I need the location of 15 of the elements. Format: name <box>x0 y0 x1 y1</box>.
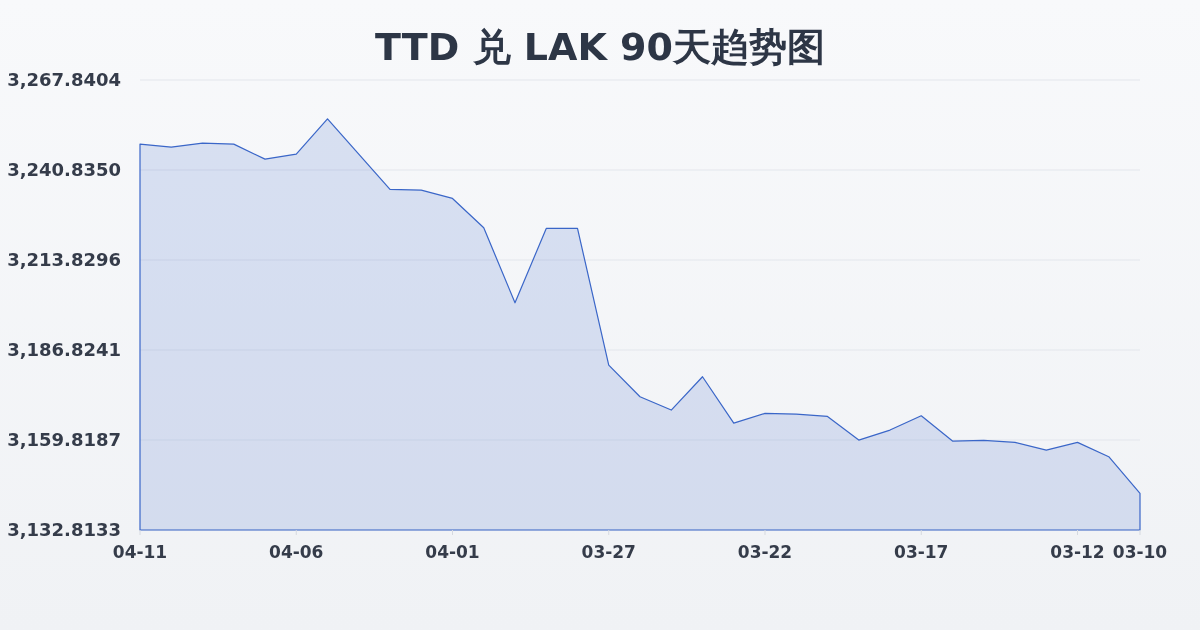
x-tick-label: 04-01 <box>425 542 480 562</box>
x-tick-label: 03-22 <box>737 542 793 562</box>
x-tick-label: 03-10 <box>1112 542 1168 562</box>
x-tick-label: 04-06 <box>269 542 324 562</box>
y-tick-label: 3,213.8296 <box>7 249 121 271</box>
y-tick-label: 3,132.8133 <box>7 519 121 541</box>
y-tick-label: 3,267.8404 <box>7 69 121 91</box>
x-tick-label: 04-11 <box>112 542 168 562</box>
y-tick-label: 3,240.8350 <box>7 159 121 181</box>
x-tick-label: 03-27 <box>581 542 636 562</box>
y-tick-label: 3,159.8187 <box>7 429 121 451</box>
chart-title: TTD 兑 LAK 90天趋势图 <box>375 25 825 69</box>
x-tick-label: 03-17 <box>894 542 949 562</box>
x-tick-label: 03-12 <box>1050 542 1105 562</box>
y-tick-label: 3,186.8241 <box>7 339 121 361</box>
